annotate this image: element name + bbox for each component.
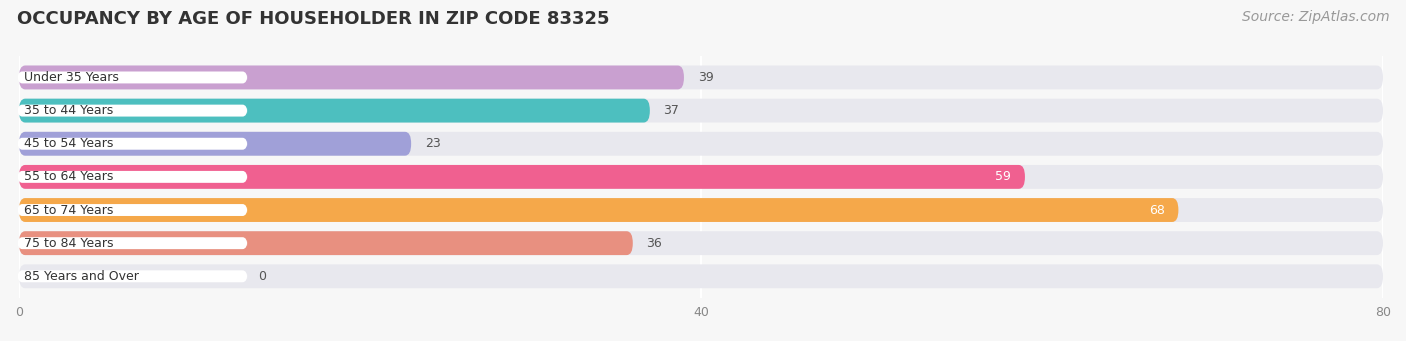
FancyBboxPatch shape [17,237,247,249]
Text: 85 Years and Over: 85 Years and Over [24,270,139,283]
Text: 39: 39 [697,71,713,84]
FancyBboxPatch shape [20,99,1384,122]
FancyBboxPatch shape [20,198,1384,222]
FancyBboxPatch shape [20,198,1178,222]
FancyBboxPatch shape [20,132,411,156]
Text: 37: 37 [664,104,679,117]
Text: 23: 23 [425,137,440,150]
FancyBboxPatch shape [20,65,683,89]
Text: 55 to 64 Years: 55 to 64 Years [24,170,114,183]
Text: 35 to 44 Years: 35 to 44 Years [24,104,114,117]
FancyBboxPatch shape [17,105,247,117]
FancyBboxPatch shape [20,231,1384,255]
FancyBboxPatch shape [17,171,247,183]
FancyBboxPatch shape [20,231,633,255]
FancyBboxPatch shape [17,270,247,282]
Text: 59: 59 [995,170,1011,183]
Text: Under 35 Years: Under 35 Years [24,71,120,84]
Text: 0: 0 [257,270,266,283]
Text: 65 to 74 Years: 65 to 74 Years [24,204,114,217]
FancyBboxPatch shape [17,204,247,216]
Text: 75 to 84 Years: 75 to 84 Years [24,237,114,250]
Text: 45 to 54 Years: 45 to 54 Years [24,137,114,150]
FancyBboxPatch shape [17,138,247,150]
Text: 36: 36 [647,237,662,250]
FancyBboxPatch shape [20,132,1384,156]
Text: 68: 68 [1149,204,1164,217]
FancyBboxPatch shape [20,165,1384,189]
FancyBboxPatch shape [20,99,650,122]
Text: Source: ZipAtlas.com: Source: ZipAtlas.com [1241,10,1389,24]
FancyBboxPatch shape [20,165,1025,189]
FancyBboxPatch shape [20,264,1384,288]
FancyBboxPatch shape [20,65,1384,89]
Text: OCCUPANCY BY AGE OF HOUSEHOLDER IN ZIP CODE 83325: OCCUPANCY BY AGE OF HOUSEHOLDER IN ZIP C… [17,10,609,28]
FancyBboxPatch shape [17,72,247,84]
